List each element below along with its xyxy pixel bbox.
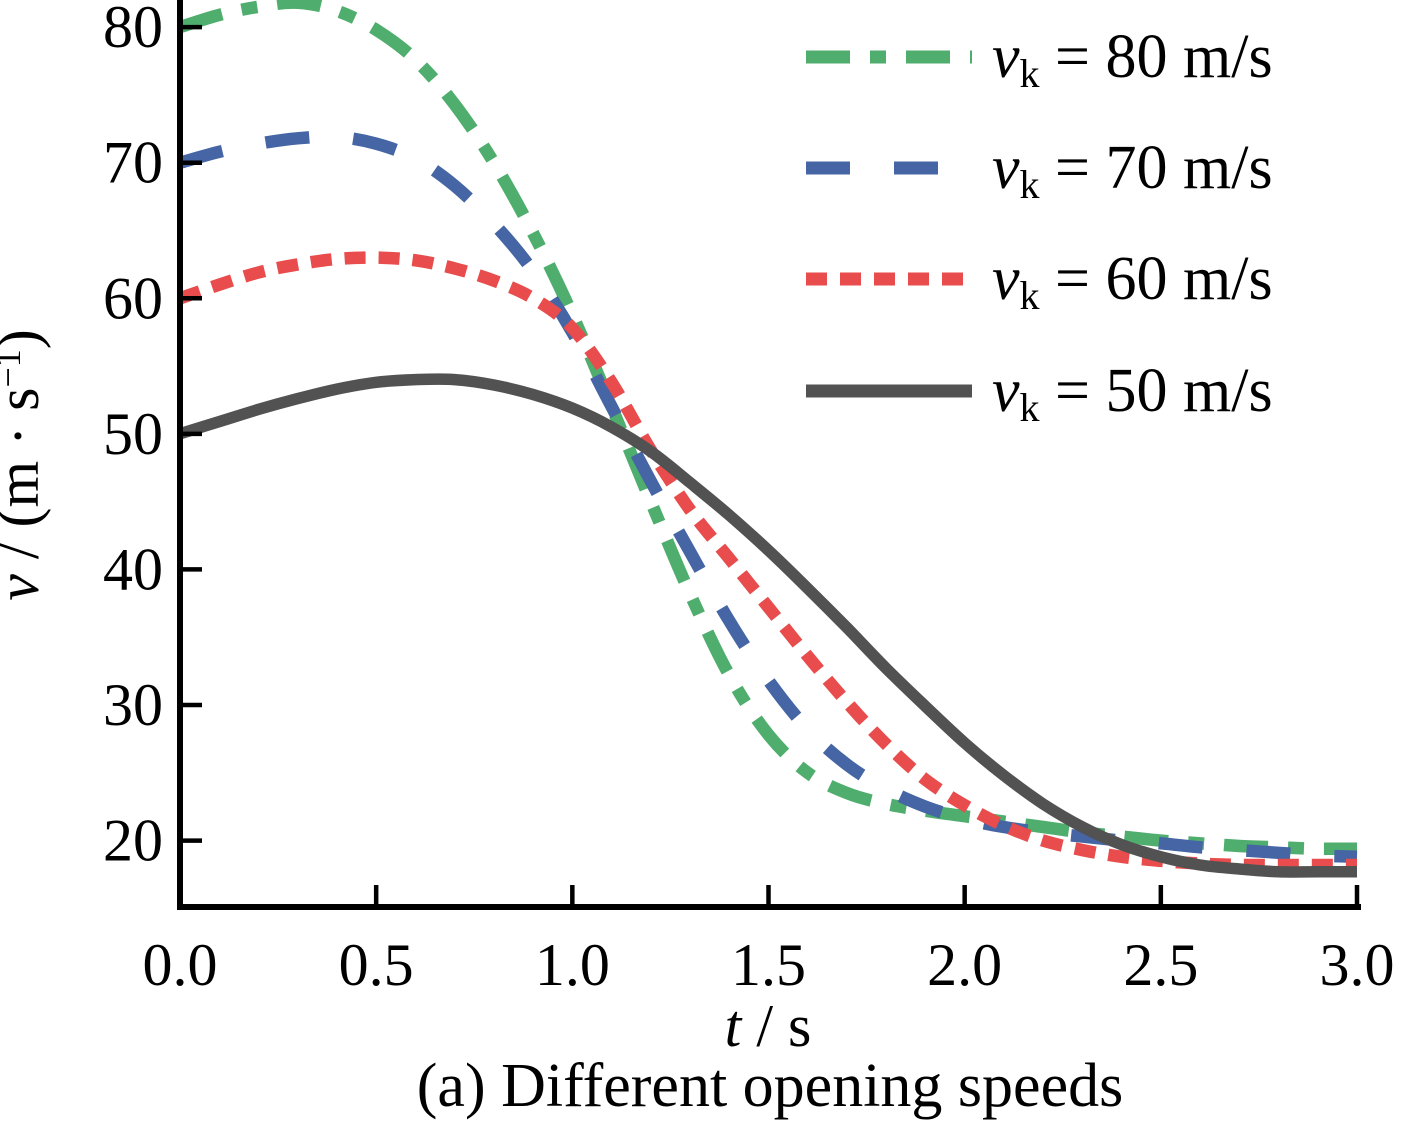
- y-tick-label: 20: [103, 808, 163, 874]
- tick-labels: 20 30 40 50 60 70 80 0.0 0.5 1.0 1.5 2.0 2.5 3.0: [103, 0, 1395, 998]
- y-axis-label: v / (m · s−1): [0, 329, 51, 601]
- x-tick-label: 2.5: [1123, 932, 1198, 998]
- legend-item-1: vk = 70 m/s: [806, 134, 1273, 207]
- legend: vk = 80 m/s vk = 70 m/s vk = 60 m/s vk = 50…: [806, 23, 1273, 430]
- y-tick-label: 40: [103, 536, 163, 602]
- x-tick-label: 2.0: [927, 932, 1002, 998]
- legend-item-3: vk = 50 m/s: [806, 357, 1273, 430]
- caption: (a) Different opening speeds: [417, 1052, 1123, 1120]
- legend-label: vk = 80 m/s: [992, 23, 1273, 96]
- y-tick-label: 30: [103, 672, 163, 738]
- x-axis-label: t / s: [725, 993, 812, 1059]
- x-tick-label: 3.0: [1320, 932, 1395, 998]
- x-tick-label: 1.5: [731, 932, 806, 998]
- y-tick-label: 60: [103, 265, 163, 331]
- series-line-0: [178, 0, 1358, 856]
- y-tick-label: 70: [103, 130, 163, 196]
- legend-label: vk = 70 m/s: [992, 134, 1273, 207]
- tick-marks: [177, 24, 1360, 907]
- legend-label: vk = 60 m/s: [992, 245, 1273, 318]
- series-line-1: [178, 130, 1358, 864]
- y-tick-label: 80: [103, 0, 163, 60]
- legend-label: vk = 50 m/s: [992, 357, 1273, 430]
- y-tick-label: 50: [103, 401, 163, 467]
- legend-item-2: vk = 60 m/s: [806, 245, 1273, 318]
- x-tick-label: 0.0: [143, 932, 218, 998]
- series-lines: [177, 0, 1358, 878]
- x-tick-label: 0.5: [339, 932, 414, 998]
- series-line-2: [177, 251, 1357, 872]
- x-tick-label: 1.0: [535, 932, 610, 998]
- series-line-3: [178, 373, 1357, 878]
- legend-item-0: vk = 80 m/s: [806, 23, 1273, 96]
